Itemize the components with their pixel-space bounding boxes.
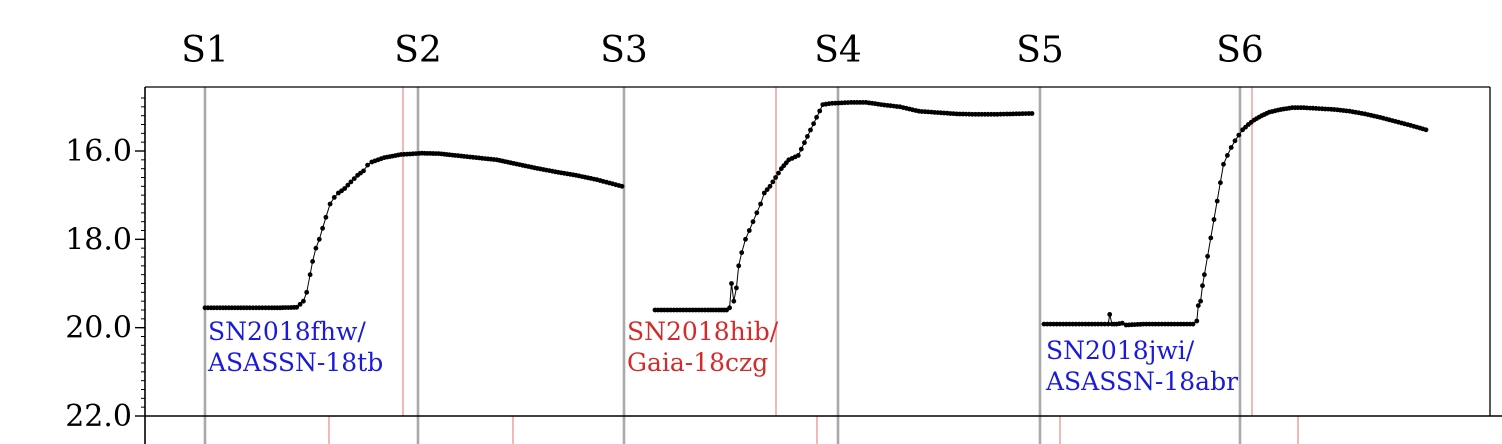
data-point bbox=[1195, 303, 1201, 308]
data-point bbox=[619, 183, 625, 189]
data-point bbox=[736, 263, 742, 269]
data-point bbox=[1232, 138, 1238, 144]
data-point bbox=[758, 201, 763, 207]
supernova-annotation: ASASSN-18abr bbox=[1045, 367, 1238, 396]
supernova-annotation: SN2018jwi/ bbox=[1046, 336, 1195, 365]
light-curve-line bbox=[205, 152, 623, 309]
data-point bbox=[1221, 161, 1226, 167]
sector-label: S6 bbox=[1216, 30, 1264, 71]
data-point bbox=[750, 219, 756, 225]
data-point bbox=[1208, 235, 1214, 241]
sector-label: S4 bbox=[814, 30, 862, 71]
data-point bbox=[331, 195, 337, 200]
data-point bbox=[805, 134, 810, 139]
data-point bbox=[776, 170, 781, 176]
data-point bbox=[1228, 145, 1234, 150]
data-point bbox=[1211, 217, 1217, 222]
data-point bbox=[802, 140, 807, 146]
data-point bbox=[770, 179, 776, 185]
data-point bbox=[739, 250, 745, 256]
sector-label: S2 bbox=[394, 30, 442, 71]
data-point bbox=[365, 162, 370, 168]
data-point bbox=[310, 259, 315, 264]
data-point bbox=[1202, 272, 1207, 278]
supernova-annotation: SN2018fhw/ bbox=[208, 317, 366, 346]
data-point bbox=[301, 298, 306, 304]
data-point bbox=[351, 176, 357, 182]
data-point bbox=[746, 228, 752, 233]
data-point bbox=[808, 127, 813, 133]
data-point bbox=[727, 305, 732, 311]
data-point bbox=[798, 146, 804, 152]
data-point bbox=[1102, 321, 1108, 327]
sector-label: S1 bbox=[181, 30, 229, 71]
data-point bbox=[1190, 321, 1196, 327]
data-point bbox=[795, 153, 801, 158]
data-point bbox=[814, 114, 819, 120]
data-point bbox=[729, 281, 734, 286]
light-curve-line bbox=[655, 101, 1033, 311]
data-point bbox=[767, 183, 773, 189]
data-point bbox=[342, 186, 348, 191]
data-point bbox=[307, 272, 313, 278]
data-point bbox=[1107, 312, 1113, 317]
data-point bbox=[294, 304, 300, 310]
data-point bbox=[297, 301, 303, 307]
plot-grid bbox=[203, 87, 1299, 444]
y-tick-label: 22.0 bbox=[65, 399, 132, 434]
sector-label: S5 bbox=[1016, 30, 1064, 71]
data-point bbox=[764, 187, 770, 193]
plot-axes bbox=[135, 86, 1502, 444]
data-point bbox=[1105, 321, 1111, 327]
data-point bbox=[1029, 111, 1035, 116]
data-series bbox=[202, 100, 1429, 328]
y-tick-label: 16.0 bbox=[65, 134, 132, 169]
data-point bbox=[345, 182, 351, 188]
data-point bbox=[811, 121, 816, 127]
supernova-annotation: SN2018hib/ bbox=[627, 317, 779, 346]
data-point bbox=[773, 175, 778, 180]
data-point bbox=[327, 201, 333, 207]
data-point bbox=[1225, 153, 1230, 158]
data-point bbox=[1205, 253, 1210, 259]
data-point bbox=[734, 285, 739, 291]
data-point bbox=[316, 236, 322, 242]
data-point bbox=[1200, 283, 1205, 289]
data-point bbox=[1098, 321, 1104, 327]
data-point bbox=[304, 289, 310, 295]
data-point bbox=[743, 236, 748, 242]
sector-label: S3 bbox=[600, 30, 648, 71]
data-point bbox=[1198, 298, 1203, 304]
data-point bbox=[323, 214, 329, 220]
data-point bbox=[348, 179, 354, 185]
plot-labels: 16.0 18.0 20.0 22.0 S1 S2 S3 S4 S5 S6 SN2018fhw/AS… bbox=[65, 30, 1264, 434]
data-point bbox=[817, 108, 823, 114]
data-point bbox=[1423, 127, 1429, 133]
data-point bbox=[1119, 320, 1125, 326]
data-point bbox=[320, 225, 325, 231]
data-point bbox=[1218, 180, 1223, 186]
data-point bbox=[761, 190, 767, 196]
supernova-annotation: Gaia-18czg bbox=[627, 348, 768, 377]
data-point bbox=[1214, 198, 1220, 204]
data-point bbox=[361, 168, 366, 174]
y-tick-label: 20.0 bbox=[65, 311, 132, 346]
supernova-annotation: ASASSN-18tb bbox=[207, 348, 383, 377]
data-point bbox=[1236, 132, 1242, 138]
y-tick-label: 18.0 bbox=[65, 222, 132, 257]
data-point bbox=[1194, 318, 1200, 324]
data-point bbox=[731, 298, 737, 304]
data-point bbox=[313, 245, 319, 251]
data-point bbox=[754, 210, 760, 216]
